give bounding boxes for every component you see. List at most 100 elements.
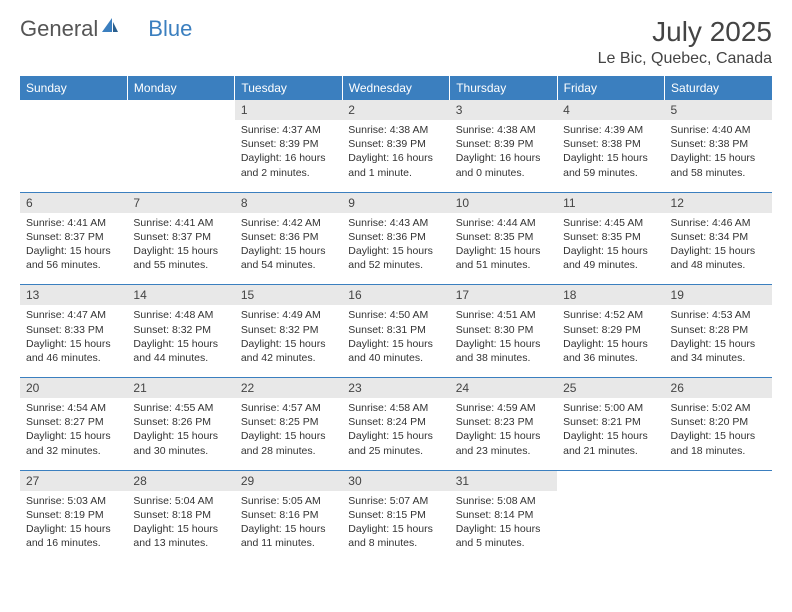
daylight-text: Daylight: 15 hours and 44 minutes. xyxy=(133,337,228,365)
day-number: 10 xyxy=(450,193,557,213)
daylight-text: Daylight: 15 hours and 23 minutes. xyxy=(456,429,551,457)
sunset-text: Sunset: 8:35 PM xyxy=(456,230,551,244)
calendar-day-cell: 28Sunrise: 5:04 AMSunset: 8:18 PMDayligh… xyxy=(127,470,234,562)
calendar-day-cell xyxy=(127,100,234,192)
location-label: Le Bic, Quebec, Canada xyxy=(598,50,772,68)
day-content: Sunrise: 4:52 AMSunset: 8:29 PMDaylight:… xyxy=(557,305,664,377)
calendar-day-cell: 6Sunrise: 4:41 AMSunset: 8:37 PMDaylight… xyxy=(20,192,127,285)
sunrise-text: Sunrise: 5:07 AM xyxy=(348,494,443,508)
calendar-day-cell: 13Sunrise: 4:47 AMSunset: 8:33 PMDayligh… xyxy=(20,285,127,378)
day-number: 19 xyxy=(665,285,772,305)
logo-text-1: General xyxy=(20,16,98,42)
sunrise-text: Sunrise: 4:51 AM xyxy=(456,308,551,322)
sunset-text: Sunset: 8:36 PM xyxy=(348,230,443,244)
day-content: Sunrise: 4:57 AMSunset: 8:25 PMDaylight:… xyxy=(235,398,342,470)
day-content: Sunrise: 5:03 AMSunset: 8:19 PMDaylight:… xyxy=(20,491,127,563)
day-number: 17 xyxy=(450,285,557,305)
calendar-day-cell: 22Sunrise: 4:57 AMSunset: 8:25 PMDayligh… xyxy=(235,378,342,471)
weekday-monday: Monday xyxy=(127,76,234,100)
sunrise-text: Sunrise: 4:57 AM xyxy=(241,401,336,415)
month-title: July 2025 xyxy=(598,16,772,48)
sunrise-text: Sunrise: 4:40 AM xyxy=(671,123,766,137)
calendar-day-cell: 20Sunrise: 4:54 AMSunset: 8:27 PMDayligh… xyxy=(20,378,127,471)
day-number: 6 xyxy=(20,193,127,213)
calendar-day-cell: 5Sunrise: 4:40 AMSunset: 8:38 PMDaylight… xyxy=(665,100,772,192)
sunrise-text: Sunrise: 4:54 AM xyxy=(26,401,121,415)
calendar-day-cell: 30Sunrise: 5:07 AMSunset: 8:15 PMDayligh… xyxy=(342,470,449,562)
weekday-saturday: Saturday xyxy=(665,76,772,100)
daylight-text: Daylight: 15 hours and 56 minutes. xyxy=(26,244,121,272)
day-content: Sunrise: 4:54 AMSunset: 8:27 PMDaylight:… xyxy=(20,398,127,470)
day-number: 12 xyxy=(665,193,772,213)
calendar-day-cell: 7Sunrise: 4:41 AMSunset: 8:37 PMDaylight… xyxy=(127,192,234,285)
day-content: Sunrise: 4:40 AMSunset: 8:38 PMDaylight:… xyxy=(665,120,772,192)
sunset-text: Sunset: 8:29 PM xyxy=(563,323,658,337)
sunset-text: Sunset: 8:14 PM xyxy=(456,508,551,522)
day-content: Sunrise: 4:58 AMSunset: 8:24 PMDaylight:… xyxy=(342,398,449,470)
day-number: 25 xyxy=(557,378,664,398)
day-number: 18 xyxy=(557,285,664,305)
daylight-text: Daylight: 15 hours and 46 minutes. xyxy=(26,337,121,365)
daylight-text: Daylight: 16 hours and 2 minutes. xyxy=(241,151,336,179)
calendar-day-cell: 26Sunrise: 5:02 AMSunset: 8:20 PMDayligh… xyxy=(665,378,772,471)
daylight-text: Daylight: 15 hours and 34 minutes. xyxy=(671,337,766,365)
calendar-day-cell xyxy=(557,470,664,562)
day-number: 22 xyxy=(235,378,342,398)
sunrise-text: Sunrise: 4:53 AM xyxy=(671,308,766,322)
calendar-week-row: 27Sunrise: 5:03 AMSunset: 8:19 PMDayligh… xyxy=(20,470,772,562)
daylight-text: Daylight: 15 hours and 48 minutes. xyxy=(671,244,766,272)
calendar-day-cell: 3Sunrise: 4:38 AMSunset: 8:39 PMDaylight… xyxy=(450,100,557,192)
daylight-text: Daylight: 15 hours and 38 minutes. xyxy=(456,337,551,365)
sunset-text: Sunset: 8:23 PM xyxy=(456,415,551,429)
calendar-day-cell xyxy=(665,470,772,562)
calendar-day-cell: 9Sunrise: 4:43 AMSunset: 8:36 PMDaylight… xyxy=(342,192,449,285)
sunrise-text: Sunrise: 5:05 AM xyxy=(241,494,336,508)
day-number: 9 xyxy=(342,193,449,213)
sunrise-text: Sunrise: 4:39 AM xyxy=(563,123,658,137)
day-content: Sunrise: 4:55 AMSunset: 8:26 PMDaylight:… xyxy=(127,398,234,470)
calendar-week-row: 6Sunrise: 4:41 AMSunset: 8:37 PMDaylight… xyxy=(20,192,772,285)
day-content: Sunrise: 4:49 AMSunset: 8:32 PMDaylight:… xyxy=(235,305,342,377)
day-number: 29 xyxy=(235,471,342,491)
calendar-day-cell: 29Sunrise: 5:05 AMSunset: 8:16 PMDayligh… xyxy=(235,470,342,562)
day-number: 31 xyxy=(450,471,557,491)
day-content: Sunrise: 4:45 AMSunset: 8:35 PMDaylight:… xyxy=(557,213,664,285)
sunrise-text: Sunrise: 4:46 AM xyxy=(671,216,766,230)
sunrise-text: Sunrise: 5:02 AM xyxy=(671,401,766,415)
day-number: 21 xyxy=(127,378,234,398)
daylight-text: Daylight: 15 hours and 5 minutes. xyxy=(456,522,551,550)
day-number: 16 xyxy=(342,285,449,305)
calendar-table: Sunday Monday Tuesday Wednesday Thursday… xyxy=(20,76,772,562)
sunset-text: Sunset: 8:38 PM xyxy=(671,137,766,151)
day-number: 28 xyxy=(127,471,234,491)
daylight-text: Daylight: 15 hours and 11 minutes. xyxy=(241,522,336,550)
day-number: 14 xyxy=(127,285,234,305)
sunset-text: Sunset: 8:32 PM xyxy=(241,323,336,337)
sunrise-text: Sunrise: 4:52 AM xyxy=(563,308,658,322)
daylight-text: Daylight: 15 hours and 40 minutes. xyxy=(348,337,443,365)
daylight-text: Daylight: 15 hours and 54 minutes. xyxy=(241,244,336,272)
day-content: Sunrise: 4:51 AMSunset: 8:30 PMDaylight:… xyxy=(450,305,557,377)
daylight-text: Daylight: 15 hours and 28 minutes. xyxy=(241,429,336,457)
day-number: 5 xyxy=(665,100,772,120)
sunset-text: Sunset: 8:25 PM xyxy=(241,415,336,429)
day-number: 24 xyxy=(450,378,557,398)
sunrise-text: Sunrise: 4:55 AM xyxy=(133,401,228,415)
day-content: Sunrise: 4:46 AMSunset: 8:34 PMDaylight:… xyxy=(665,213,772,285)
day-content: Sunrise: 4:59 AMSunset: 8:23 PMDaylight:… xyxy=(450,398,557,470)
sunset-text: Sunset: 8:15 PM xyxy=(348,508,443,522)
day-content: Sunrise: 5:02 AMSunset: 8:20 PMDaylight:… xyxy=(665,398,772,470)
calendar-day-cell: 27Sunrise: 5:03 AMSunset: 8:19 PMDayligh… xyxy=(20,470,127,562)
day-number: 4 xyxy=(557,100,664,120)
calendar-week-row: 13Sunrise: 4:47 AMSunset: 8:33 PMDayligh… xyxy=(20,285,772,378)
weekday-tuesday: Tuesday xyxy=(235,76,342,100)
sunrise-text: Sunrise: 4:58 AM xyxy=(348,401,443,415)
sunset-text: Sunset: 8:18 PM xyxy=(133,508,228,522)
daylight-text: Daylight: 15 hours and 25 minutes. xyxy=(348,429,443,457)
day-content: Sunrise: 4:41 AMSunset: 8:37 PMDaylight:… xyxy=(20,213,127,285)
sunset-text: Sunset: 8:39 PM xyxy=(456,137,551,151)
title-block: July 2025 Le Bic, Quebec, Canada xyxy=(598,16,772,68)
daylight-text: Daylight: 15 hours and 30 minutes. xyxy=(133,429,228,457)
sunrise-text: Sunrise: 4:44 AM xyxy=(456,216,551,230)
daylight-text: Daylight: 15 hours and 18 minutes. xyxy=(671,429,766,457)
